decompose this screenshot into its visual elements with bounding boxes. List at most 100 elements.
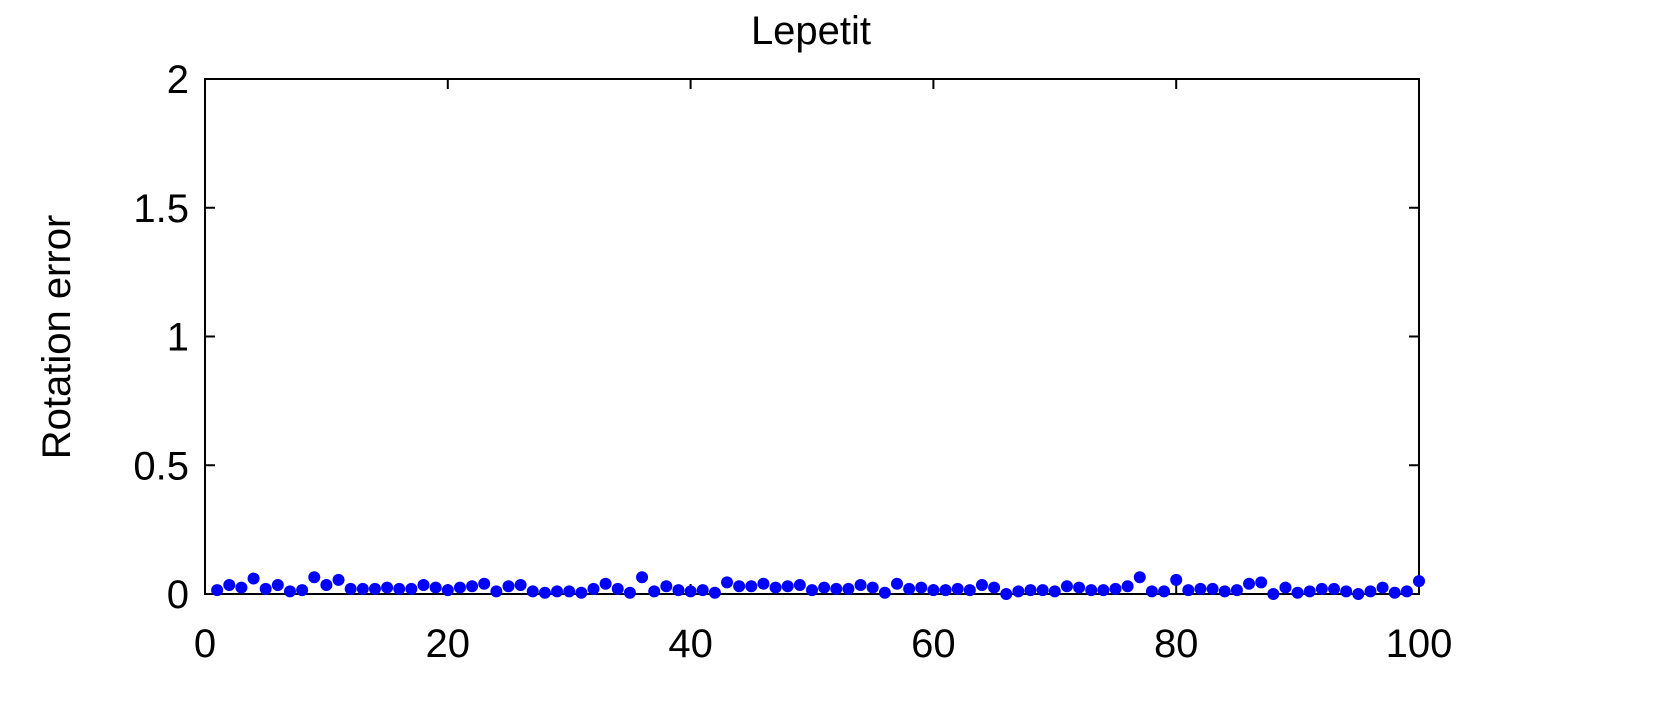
data-point — [466, 580, 479, 593]
data-point — [1194, 582, 1207, 595]
data-point — [915, 581, 928, 594]
y-axis-label: Rotation error — [35, 215, 79, 460]
data-point — [1024, 584, 1037, 597]
data-point — [1340, 585, 1353, 598]
data-point — [1328, 582, 1341, 595]
data-point — [356, 582, 369, 595]
data-point — [1085, 584, 1098, 597]
data-point — [1170, 573, 1183, 586]
data-point — [405, 582, 418, 595]
data-point — [1012, 585, 1025, 598]
data-point — [951, 582, 964, 595]
data-point — [1230, 584, 1243, 597]
data-point — [975, 578, 988, 591]
data-point — [429, 581, 442, 594]
x-tick-label: 40 — [668, 622, 713, 666]
data-point — [721, 576, 734, 589]
data-point — [296, 584, 309, 597]
x-tick-label: 0 — [194, 622, 216, 666]
data-point — [381, 581, 394, 594]
data-point — [781, 580, 794, 593]
y-tick-label: 1.5 — [133, 187, 189, 231]
data-point — [344, 582, 357, 595]
data-point — [696, 584, 709, 597]
axis-tick-labels: 0 20 40 60 80 100 0 0.5 1 1.5 2 — [133, 58, 1452, 666]
data-point — [1352, 588, 1365, 600]
data-point — [271, 578, 284, 591]
data-point — [866, 581, 879, 594]
data-point — [393, 582, 406, 595]
data-point — [1060, 580, 1073, 593]
x-tick-label: 80 — [1154, 622, 1199, 666]
data-point — [927, 584, 940, 597]
data-point — [878, 586, 891, 599]
data-point — [247, 572, 260, 585]
data-point — [1376, 581, 1389, 594]
data-point — [818, 581, 831, 594]
data-point — [890, 577, 903, 590]
data-point — [1364, 585, 1377, 598]
data-point — [1145, 585, 1158, 598]
data-point — [708, 586, 721, 599]
data-point — [1073, 581, 1086, 594]
data-point — [514, 578, 527, 591]
data-point — [478, 577, 491, 590]
data-point — [563, 585, 576, 598]
data-point — [769, 581, 782, 594]
data-point — [623, 586, 636, 599]
data-point — [502, 580, 515, 593]
chart-title: Lepetit — [751, 9, 871, 53]
data-point — [259, 582, 272, 595]
data-point — [1133, 571, 1146, 584]
data-point — [283, 585, 296, 598]
y-tick-label: 0.5 — [133, 444, 189, 488]
data-point — [1048, 585, 1061, 598]
axis-ticks — [204, 78, 1420, 595]
data-point — [1182, 584, 1195, 597]
data-point — [793, 578, 806, 591]
y-tick-label: 1 — [167, 316, 189, 360]
data-point — [636, 571, 649, 584]
data-point — [745, 580, 758, 593]
data-point — [684, 585, 697, 598]
data-point — [211, 584, 224, 597]
data-point — [1218, 585, 1231, 598]
data-point — [611, 582, 624, 595]
data-point — [223, 578, 236, 591]
data-point — [490, 585, 503, 598]
data-point — [1036, 584, 1049, 597]
data-point — [235, 581, 248, 594]
data-point — [963, 584, 976, 597]
data-point — [842, 582, 855, 595]
data-point — [672, 584, 685, 597]
data-point — [320, 578, 333, 591]
data-point — [1413, 575, 1425, 588]
data-point — [1121, 580, 1134, 593]
y-tick-label: 2 — [167, 58, 189, 102]
data-point — [988, 581, 1001, 594]
data-point — [939, 584, 952, 597]
data-point — [1158, 585, 1171, 598]
data-point — [575, 586, 588, 599]
data-point — [1315, 582, 1328, 595]
data-point — [806, 584, 818, 597]
data-point — [1388, 586, 1401, 599]
data-point — [1255, 576, 1268, 589]
data-point — [1267, 588, 1280, 600]
data-point — [1000, 588, 1013, 600]
y-tick-label: 0 — [167, 573, 189, 617]
data-point — [1400, 585, 1413, 598]
data-point — [1243, 577, 1256, 590]
plot-frame — [204, 78, 1420, 595]
x-tick-label: 60 — [911, 622, 956, 666]
data-point — [453, 581, 466, 594]
data-point — [1291, 586, 1304, 599]
data-point — [1097, 584, 1110, 597]
data-point — [903, 582, 916, 595]
data-point — [551, 585, 564, 598]
data-point — [368, 582, 381, 595]
data-point — [441, 584, 454, 597]
data-point — [648, 585, 661, 598]
data-point — [854, 578, 867, 591]
